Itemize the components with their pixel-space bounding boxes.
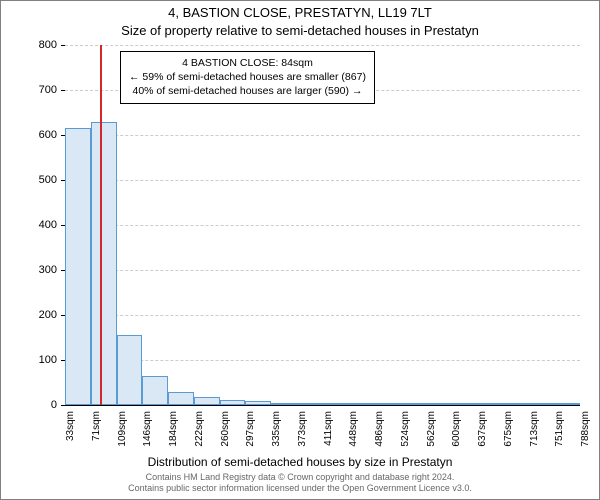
histogram-bar [220,400,246,405]
grid-line [65,45,580,46]
grid-line [65,315,580,316]
x-axis-label: Distribution of semi-detached houses by … [1,455,599,469]
ytick-mark [61,90,65,91]
histogram-bar [374,403,400,405]
xtick-label: 788sqm [580,411,591,461]
histogram-bar [65,128,91,405]
xtick-label: 562sqm [426,411,437,461]
histogram-bar [426,403,452,405]
plot-area: 010020030040050060070080033sqm71sqm109sq… [65,45,580,406]
xtick-label: 297sqm [245,411,256,461]
histogram-bar [245,401,271,405]
ytick-label: 200 [17,309,57,321]
reference-line [100,45,102,405]
histogram-bar [503,403,529,405]
xtick-label: 184sqm [168,411,179,461]
xtick-label: 335sqm [271,411,282,461]
annotation-line3: 40% of semi-detached houses are larger (… [129,84,366,98]
histogram-bar [271,403,297,405]
histogram-bar [297,403,323,405]
xtick-label: 751sqm [554,411,565,461]
histogram-bar [168,392,194,406]
xtick-label: 600sqm [451,411,462,461]
xtick-label: 33sqm [65,411,76,461]
xtick-label: 637sqm [477,411,488,461]
histogram-bar [323,403,349,405]
histogram-bar [400,403,426,405]
histogram-bar [142,376,168,405]
histogram-bar [91,122,117,405]
ytick-mark [61,45,65,46]
grid-line [65,360,580,361]
footer-line1: Contains HM Land Registry data © Crown c… [1,472,599,484]
ytick-label: 800 [17,39,57,51]
ytick-label: 0 [17,399,57,411]
histogram-bar [348,403,374,405]
xtick-label: 373sqm [297,411,308,461]
xtick-label: 524sqm [400,411,411,461]
histogram-bar [529,403,555,405]
chart-title-line2: Size of property relative to semi-detach… [1,23,599,38]
histogram-bar [117,335,143,405]
histogram-bar [477,403,503,405]
ytick-label: 400 [17,219,57,231]
ytick-label: 100 [17,354,57,366]
histogram-bar [194,397,220,405]
xtick-label: 675sqm [503,411,514,461]
xtick-label: 260sqm [220,411,231,461]
grid-line [65,270,580,271]
footer-attribution: Contains HM Land Registry data © Crown c… [1,472,599,495]
xtick-label: 486sqm [374,411,385,461]
xtick-label: 146sqm [142,411,153,461]
annotation-box: 4 BASTION CLOSE: 84sqm← 59% of semi-deta… [120,51,375,104]
xtick-label: 222sqm [194,411,205,461]
ytick-mark [61,405,65,406]
grid-line [65,180,580,181]
ytick-label: 600 [17,129,57,141]
grid-line [65,135,580,136]
histogram-bar [451,403,477,405]
ytick-label: 700 [17,84,57,96]
ytick-label: 300 [17,264,57,276]
xtick-label: 411sqm [323,411,334,461]
histogram-bar [554,403,580,405]
xtick-label: 448sqm [348,411,359,461]
xtick-label: 109sqm [117,411,128,461]
grid-line [65,225,580,226]
ytick-label: 500 [17,174,57,186]
footer-line2: Contains public sector information licen… [1,483,599,495]
xtick-label: 713sqm [529,411,540,461]
chart-container: 4, BASTION CLOSE, PRESTATYN, LL19 7LT Si… [0,0,600,500]
annotation-line2: ← 59% of semi-detached houses are smalle… [129,70,366,84]
annotation-line1: 4 BASTION CLOSE: 84sqm [129,56,366,70]
xtick-label: 71sqm [91,411,102,461]
chart-title-line1: 4, BASTION CLOSE, PRESTATYN, LL19 7LT [1,5,599,20]
